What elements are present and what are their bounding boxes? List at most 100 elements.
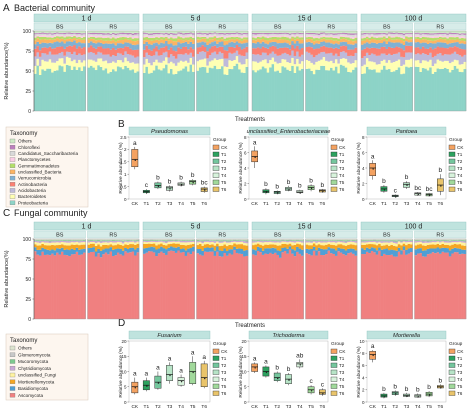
stack-segment bbox=[94, 35, 98, 38]
stack-segment bbox=[453, 243, 457, 248]
taxonomy-swatch bbox=[9, 393, 16, 398]
stack-segment bbox=[187, 40, 190, 44]
stack-segment bbox=[87, 252, 91, 319]
stack-segment bbox=[370, 240, 374, 243]
stack-segment bbox=[380, 47, 384, 54]
stack-segment bbox=[400, 245, 403, 251]
stack-segment bbox=[174, 241, 178, 244]
stack-segment bbox=[134, 242, 137, 245]
stack-segment bbox=[48, 42, 52, 47]
stack-segment bbox=[370, 239, 374, 240]
stack-segment bbox=[160, 39, 163, 43]
stack-segment bbox=[375, 37, 379, 41]
stack-segment bbox=[109, 240, 113, 241]
stack-segment bbox=[261, 66, 265, 111]
stack-segment bbox=[245, 52, 249, 59]
stack-segment bbox=[92, 39, 96, 43]
stack-segment bbox=[107, 31, 110, 34]
stack-segment bbox=[240, 49, 244, 56]
stack-segment bbox=[240, 36, 244, 39]
stack-segment bbox=[320, 59, 323, 66]
stack-segment bbox=[378, 247, 381, 251]
stack-segment bbox=[104, 31, 108, 34]
stack-segment bbox=[94, 48, 98, 55]
stack-segment bbox=[288, 49, 292, 56]
stack-segment bbox=[112, 239, 115, 240]
stack-segment bbox=[198, 32, 202, 34]
stack-segment bbox=[416, 33, 420, 36]
stack-segment bbox=[187, 62, 190, 72]
box-legend-label: T4 bbox=[457, 173, 463, 178]
stack-segment bbox=[131, 44, 135, 51]
stack-segment bbox=[38, 35, 42, 37]
stack-segment bbox=[116, 66, 120, 111]
stack-segment bbox=[203, 240, 207, 241]
stack-segment bbox=[179, 54, 183, 61]
stack-segment bbox=[97, 240, 101, 241]
stack-segment bbox=[392, 31, 396, 33]
stack-segment bbox=[363, 64, 367, 74]
stack-segment bbox=[203, 58, 207, 68]
stack-segment bbox=[179, 242, 183, 245]
stack-segment bbox=[48, 32, 52, 34]
stack-segment bbox=[315, 250, 319, 256]
stack-segment bbox=[448, 37, 452, 40]
stack-segment bbox=[223, 244, 227, 249]
box-xtick-label: T5 bbox=[190, 404, 196, 410]
stack-segment bbox=[121, 31, 125, 33]
box-legend-swatch bbox=[448, 369, 456, 375]
stack-segment bbox=[203, 34, 207, 36]
stack-segment bbox=[320, 65, 323, 111]
stack-segment bbox=[373, 248, 377, 253]
stack-segment bbox=[143, 253, 146, 319]
stack-segment bbox=[441, 251, 445, 319]
stack-segment bbox=[296, 240, 299, 242]
taxonomy-label: Mucoromycota bbox=[18, 359, 49, 364]
stack-segment bbox=[305, 240, 309, 242]
stack-segment bbox=[124, 51, 128, 58]
stack-segment bbox=[48, 240, 52, 242]
stack-segment bbox=[65, 249, 69, 256]
stack-segment bbox=[160, 62, 163, 71]
stack-segment bbox=[276, 241, 280, 243]
stack-segment bbox=[446, 244, 450, 249]
stack-segment bbox=[315, 48, 319, 56]
stack-segment bbox=[349, 239, 353, 240]
stack-segment bbox=[116, 240, 120, 242]
stack-segment bbox=[361, 31, 364, 34]
stack-segment bbox=[283, 35, 287, 37]
stack-segment bbox=[136, 239, 140, 240]
stack-segment bbox=[203, 36, 207, 39]
stack-segment bbox=[429, 239, 432, 240]
stack-segment bbox=[349, 44, 353, 50]
stack-segment bbox=[167, 240, 171, 242]
stack-segment bbox=[99, 240, 103, 242]
stack-segment bbox=[327, 47, 331, 54]
stack-segment bbox=[281, 35, 285, 37]
stack-segment bbox=[453, 65, 457, 111]
stack-segment bbox=[34, 36, 37, 38]
stack-segment bbox=[365, 244, 369, 248]
stack-segment bbox=[392, 35, 396, 38]
stack-segment bbox=[75, 239, 79, 240]
stack-segment bbox=[94, 251, 98, 257]
stack-segment bbox=[439, 31, 442, 33]
stack-segment bbox=[269, 252, 272, 319]
stack-segment bbox=[184, 46, 188, 54]
stack-segment bbox=[126, 248, 130, 253]
stack-segment bbox=[121, 243, 125, 246]
stack-segment bbox=[453, 46, 457, 52]
stack-segment bbox=[238, 39, 241, 44]
stack-segment bbox=[352, 56, 355, 64]
stack-segment bbox=[434, 37, 437, 41]
stack-segment bbox=[349, 49, 353, 56]
stack-segment bbox=[147, 73, 151, 111]
stack-segment bbox=[73, 254, 76, 319]
stack-segment bbox=[152, 43, 156, 49]
taxonomy-swatch bbox=[9, 163, 16, 168]
stack-segment bbox=[34, 244, 37, 248]
box-sig-letter: b bbox=[275, 183, 279, 190]
stack-segment bbox=[256, 31, 260, 33]
stack-segment bbox=[334, 34, 338, 37]
soil-label: RS bbox=[218, 233, 226, 239]
